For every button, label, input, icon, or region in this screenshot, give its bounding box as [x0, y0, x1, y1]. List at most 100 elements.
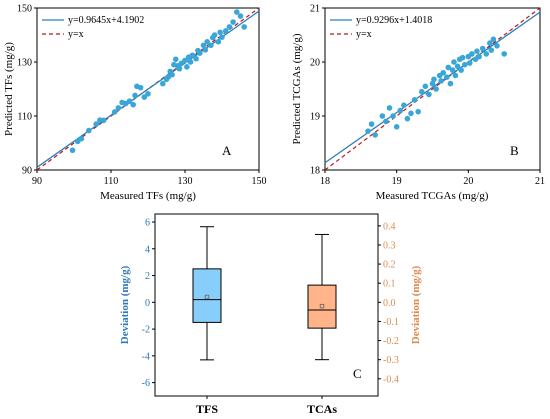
- panel-a-point: [187, 59, 194, 65]
- panel-a-frame: [36, 7, 260, 171]
- legend-ref-label: y=x: [356, 29, 372, 40]
- panel-b-point: [449, 67, 456, 73]
- panel-b-point: [418, 88, 425, 95]
- panel-a-xtick-label: 90: [32, 176, 42, 187]
- panel-a-point: [137, 84, 144, 91]
- panel-a-point: [219, 34, 225, 40]
- panel-b-point: [466, 60, 473, 66]
- panel-b-point: [483, 51, 490, 57]
- panel-b-point: [459, 54, 466, 61]
- panel-b-point: [445, 64, 452, 71]
- panel-b-ylabel: Predicted TCGAs (mg/g): [291, 33, 303, 144]
- panel-a-point: [193, 55, 199, 62]
- panel-a-ytick-label: 130: [17, 58, 32, 69]
- box-tfs-mean-marker: [204, 294, 210, 300]
- panel-a-point: [172, 56, 179, 63]
- panel-c-frame: [154, 213, 379, 397]
- panel-c: -6 -4 -2 0 2 4 6 -0.4 -0.3 -0.2 -0.1 0.0 0.1 0.2 0.3 0.…: [119, 213, 422, 416]
- panel-b-ytick-label: 20: [310, 58, 320, 69]
- panel-a-point: [126, 98, 133, 104]
- panel-b-point: [397, 107, 404, 114]
- panel-c-ytick-label-right: 0.4: [383, 221, 396, 232]
- panel-a-point: [115, 105, 122, 111]
- panel-a-point: [230, 19, 236, 25]
- panel-a-point: [86, 127, 92, 134]
- panel-c-ytick-label-right: 0.2: [383, 260, 396, 271]
- panel-b-ytick-label: 18: [310, 166, 320, 177]
- panel-b-ytick-label: 19: [310, 112, 320, 123]
- panel-a-ticks: 90 110 130 150 90 110 130 150: [17, 4, 267, 188]
- category-label-tcas: TCAs: [307, 402, 337, 416]
- panel-b-frame: [324, 7, 541, 171]
- panel-a-point: [215, 38, 222, 45]
- panel-c-ylabel-right: Deviation (mg/g): [410, 265, 422, 344]
- panel-b-identity-line: [324, 7, 541, 171]
- panel-b-point: [431, 76, 437, 83]
- panel-c-ytick-label-right: -0.2: [383, 336, 399, 347]
- panel-a-xtick-label: 150: [252, 176, 267, 187]
- panel-a-point: [200, 42, 207, 49]
- panel-c-ytick-label-left: 4: [145, 244, 150, 255]
- panel-a-point: [197, 50, 203, 56]
- panel-c-ytick-label-right: -0.1: [383, 317, 399, 328]
- panel-a-point: [208, 42, 214, 49]
- panel-b-point: [368, 121, 375, 127]
- panel-b-points: [365, 36, 507, 138]
- panel-b-point: [426, 91, 432, 98]
- panel-a-point: [202, 47, 209, 53]
- panel-c-ylabel-left: Deviation (mg/g): [119, 265, 131, 344]
- panel-b-point: [461, 61, 468, 68]
- panel-b-point: [454, 63, 461, 70]
- panel-b-xlabel: Measured TCGAs (mg/g): [376, 190, 489, 202]
- panel-b-fit-line: [324, 11, 541, 164]
- panel-a-point: [93, 121, 99, 127]
- panel-c-ticks: -6 -4 -2 0 2 4 6 -0.4 -0.3 -0.2 -0.1 0.0 0.1 0.2 0.3 0.…: [142, 218, 399, 399]
- panel-b-point: [447, 80, 454, 87]
- panel-c-label: C: [353, 366, 362, 381]
- panel-b-point: [422, 83, 429, 90]
- panel-b-point: [451, 59, 457, 65]
- panel-b-ticks: 18 19 20 21 18 19 20 21: [310, 4, 545, 188]
- panel-b-point: [444, 74, 450, 80]
- panel-a-point: [226, 24, 233, 30]
- panel-b-point: [365, 128, 371, 134]
- panel-c-ytick-label-left: -2: [142, 325, 150, 336]
- panel-a-ytick-label: 150: [17, 4, 32, 15]
- panel-b-point: [476, 53, 482, 60]
- panel-c-boxes: [192, 226, 337, 361]
- panel-a-point: [132, 92, 138, 99]
- panel-a-point: [237, 13, 244, 19]
- panel-b-point: [501, 51, 507, 57]
- panel-b-point: [379, 113, 386, 119]
- panel-c-ytick-label-right: 0.1: [383, 279, 396, 290]
- panel-b-xtick-label: 18: [320, 176, 330, 187]
- panel-b-point: [383, 118, 389, 125]
- panel-b-point: [408, 110, 414, 117]
- panel-a-identity-line: [36, 7, 260, 171]
- panel-a-point: [69, 147, 76, 154]
- panel-b-point: [404, 115, 411, 122]
- box-tcas-mean-marker: [319, 303, 325, 309]
- panel-b-point: [438, 78, 444, 84]
- panel-a-point: [241, 24, 247, 30]
- panel-b-point: [490, 36, 497, 43]
- legend-fit-label: y=0.9296x+1.4018: [356, 15, 432, 26]
- panel-a-point: [184, 64, 190, 70]
- panel-b-point: [415, 108, 421, 115]
- panel-a-point: [100, 117, 107, 124]
- panel-b-point: [479, 45, 486, 52]
- panel-c-ytick-label-right: -0.4: [383, 374, 399, 385]
- panel-c-ytick-label-left: 6: [145, 218, 150, 229]
- panel-a: 90 110 130 150 90 110 130 150 y=0.9645x+4.1902 …: [3, 4, 267, 203]
- panel-b-point: [386, 105, 393, 111]
- panel-b-ytick-label: 21: [310, 4, 320, 15]
- panel-a-point: [222, 28, 229, 34]
- panel-a-xtick-label: 130: [178, 176, 193, 187]
- box-tcas-box: [307, 284, 337, 329]
- panel-a-point: [160, 80, 166, 87]
- panel-a-ylabel: Predicted TFs (mg/g): [3, 42, 15, 136]
- panel-b-point: [487, 40, 493, 46]
- panel-a-point: [234, 9, 240, 15]
